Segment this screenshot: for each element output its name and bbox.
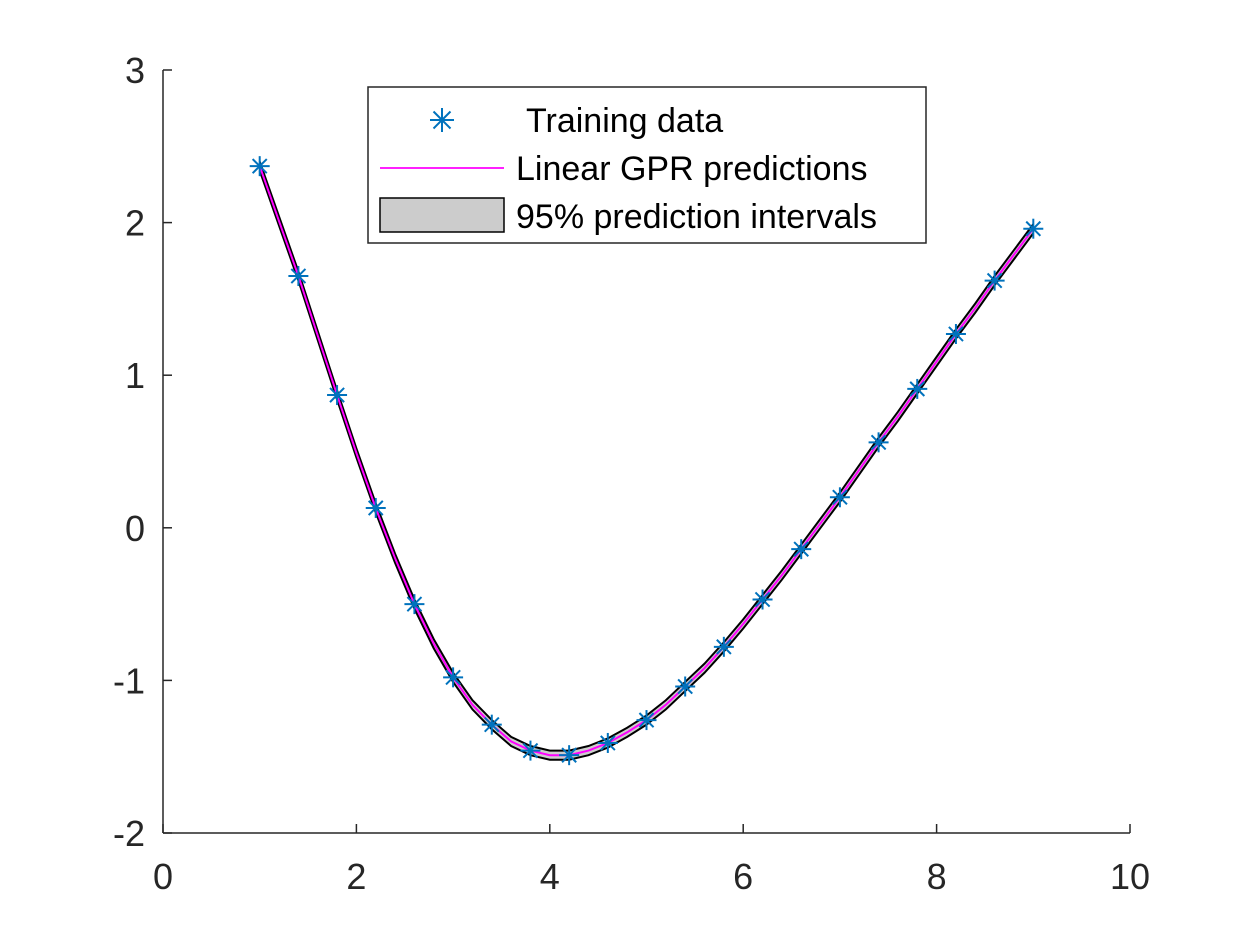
band-lower-edge [258,170,1035,761]
data-point [1023,218,1044,239]
x-tick-label: 6 [733,856,753,897]
x-tick-label: 0 [153,856,173,897]
prediction-line-layer [258,165,1035,757]
x-tick-label: 8 [927,856,947,897]
y-tick-label: 1 [125,355,145,396]
data-point [984,270,1005,291]
data-point [636,710,657,731]
data-point [443,667,464,688]
data-point [520,740,541,761]
legend-label-intervals: 95% prediction intervals [516,198,877,236]
band-fill [259,161,1034,760]
y-tick-label: -1 [113,660,145,701]
legend-band-icon [379,197,505,233]
legend-label-training: Training data [526,102,723,140]
data-point [288,266,309,287]
legend-asterisk-icon [430,108,454,132]
y-tick-label: 3 [125,50,145,91]
data-point [597,732,618,753]
y-tick-label: 2 [125,203,145,244]
prediction-line [258,165,1035,757]
y-tick-label: -2 [113,813,145,854]
data-point [249,156,270,177]
data-point [404,594,425,615]
data-point [713,636,734,657]
legend-asterisk [430,108,454,132]
training-data-markers [249,156,1044,766]
x-tick-label: 4 [540,856,560,897]
data-point [481,714,502,735]
data-point [675,676,696,697]
data-point [791,539,812,560]
x-tick-label: 2 [346,856,366,897]
data-point [365,497,386,518]
data-point [945,323,966,344]
data-point [829,487,850,508]
axes: 0 2 4 6 8 10 -2 -1 0 1 2 3 [113,50,1150,897]
data-point [868,432,889,453]
band-upper-edge [258,161,1035,752]
data-point [327,385,348,406]
legend: Training data Linear GPR predictions 95%… [367,86,927,244]
data-point [559,745,580,766]
legend-label-predictions: Linear GPR predictions [516,150,868,188]
prediction-interval-band [258,161,1035,761]
data-point [752,589,773,610]
y-tick-label: 0 [125,508,145,549]
x-tick-label: 10 [1110,856,1150,897]
data-point [907,378,928,399]
